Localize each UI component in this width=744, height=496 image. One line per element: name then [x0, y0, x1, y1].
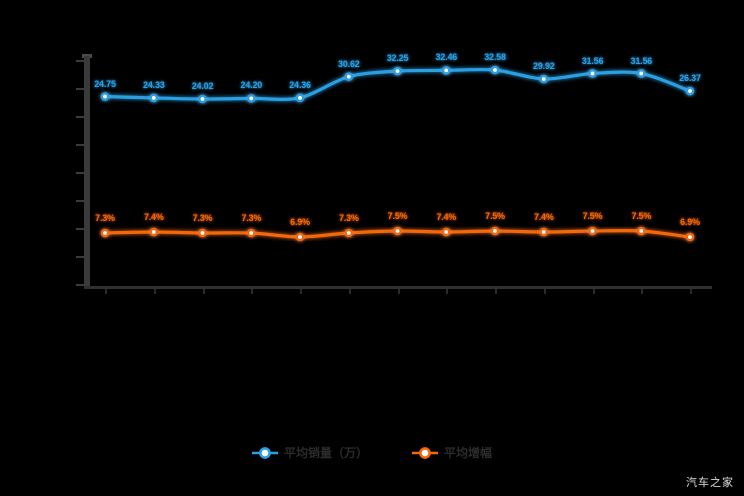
x-tick: [397, 289, 400, 294]
x-tick: [153, 289, 156, 294]
data-label: 7.5%: [387, 211, 408, 221]
y-tick: [76, 60, 84, 62]
x-tick: [690, 289, 692, 294]
data-label: 7.5%: [485, 211, 505, 221]
data-label: 7.5%: [582, 211, 603, 221]
x-tick: [202, 289, 205, 294]
x-tick: [348, 289, 351, 294]
data-label: 7.3%: [192, 213, 213, 223]
y-tick: [76, 172, 84, 174]
data-label: 32.58: [484, 52, 506, 62]
x-tick: [641, 289, 644, 294]
x-tick: [105, 289, 107, 294]
data-label: 31.56: [581, 55, 604, 66]
y-axis: [84, 56, 90, 288]
data-label: 24.36: [289, 79, 311, 90]
x-tick: [446, 289, 449, 294]
series-markers-blue: [100, 65, 695, 104]
data-label: 32.25: [386, 53, 409, 64]
data-label: 26.37: [679, 73, 701, 83]
data-label: 32.46: [435, 52, 458, 63]
data-label: 7.3%: [241, 213, 262, 223]
data-label: 24.02: [191, 81, 214, 91]
data-label: 7.4%: [436, 212, 457, 222]
chart-legend: 平均销量（万） 平均增幅: [0, 438, 744, 466]
data-label: 7.4%: [533, 212, 554, 222]
legend-label-average-sales: 平均销量（万）: [283, 445, 368, 460]
y-tick: [76, 228, 84, 230]
legend-item-average-growth[interactable]: 平均增幅: [412, 444, 492, 461]
x-axis: [84, 286, 712, 289]
data-label: 6.9%: [680, 217, 700, 227]
y-tick: [76, 116, 84, 118]
data-label: 24.20: [240, 80, 263, 91]
watermark: 汽车之家: [686, 477, 734, 489]
x-tick: [543, 289, 546, 294]
data-label: 24.75: [94, 78, 116, 89]
data-label: 7.3%: [338, 213, 359, 223]
data-label: 29.92: [533, 61, 555, 71]
series-markers-orange: [100, 226, 695, 242]
y-tick: [76, 284, 84, 286]
data-label: 24.33: [143, 79, 165, 90]
data-label: 7.4%: [143, 212, 164, 222]
x-tick: [495, 289, 497, 294]
legend-marker-orange-icon: [412, 446, 438, 459]
y-tick: [76, 144, 84, 146]
legend-marker-blue-icon: [251, 446, 278, 459]
data-label: 30.62: [338, 58, 360, 69]
legend-label-average-growth: 平均增幅: [444, 445, 493, 460]
x-tick: [300, 289, 302, 294]
x-tick: [592, 289, 595, 294]
legend-item-average-sales[interactable]: 平均销量（万）: [251, 444, 368, 461]
data-label: 6.9%: [290, 217, 310, 227]
data-label: 31.56: [630, 55, 653, 66]
data-label: 7.5%: [631, 211, 652, 221]
y-tick: [76, 88, 84, 90]
y-tick: [76, 256, 84, 258]
data-label: 7.3%: [95, 213, 115, 223]
y-tick: [76, 200, 84, 202]
x-tick: [251, 289, 254, 294]
